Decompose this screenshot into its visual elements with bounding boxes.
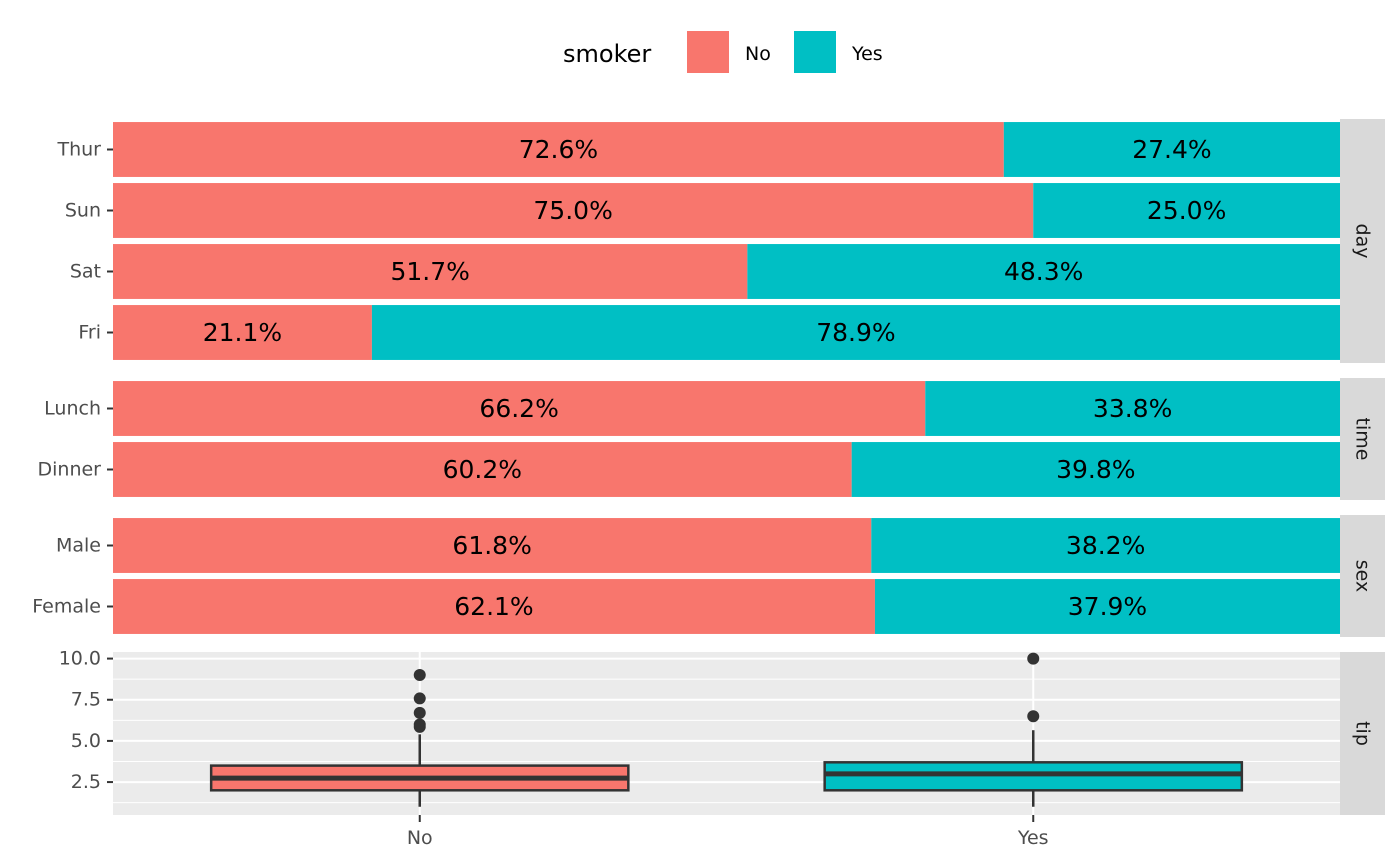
outlier-point-yes bbox=[1027, 652, 1040, 665]
y-tick-label-sun: Sun bbox=[65, 200, 101, 222]
x-tick-label-yes: Yes bbox=[1017, 827, 1049, 849]
facet-panels: day 72.6% 27.4% Thur 75.0% 25.0% Sun 51.7% 48.3%… bbox=[32, 119, 1385, 637]
x-tick-label-no: No bbox=[407, 827, 433, 849]
bar-label-female-no: 62.1% bbox=[454, 592, 533, 621]
bar-label-female-yes: 37.9% bbox=[1068, 592, 1147, 621]
bar-label-lunch-yes: 33.8% bbox=[1093, 394, 1172, 423]
strip-tip bbox=[1340, 652, 1385, 815]
bar-label-sun-no: 75.0% bbox=[533, 196, 612, 225]
bar-time-dinner-yes bbox=[851, 442, 1340, 497]
bar-sex-male-no bbox=[113, 518, 872, 573]
y-tick-label-lunch: Lunch bbox=[44, 398, 101, 420]
bar-day-sat-yes bbox=[747, 244, 1340, 299]
bar-label-lunch-no: 66.2% bbox=[479, 394, 558, 423]
y-tick-label: 2.5 bbox=[71, 771, 101, 793]
bar-time-lunch-no bbox=[113, 381, 926, 436]
legend-key-yes bbox=[794, 31, 836, 73]
y-tick-label: 10.0 bbox=[59, 648, 101, 670]
strip-time bbox=[1340, 378, 1385, 500]
bar-label-thur-no: 72.6% bbox=[519, 135, 598, 164]
y-tick-label-female: Female bbox=[32, 596, 101, 618]
y-tick-label: 7.5 bbox=[71, 689, 101, 711]
strip-label-sex: sex bbox=[1352, 560, 1374, 593]
bar-label-male-yes: 38.2% bbox=[1066, 531, 1145, 560]
facet-sex: sex 61.8% 38.2% Male 62.1% 37.9% Female bbox=[32, 515, 1385, 637]
bar-label-sun-yes: 25.0% bbox=[1147, 196, 1226, 225]
y-tick-label-male: Male bbox=[56, 535, 101, 557]
bar-sex-female-no bbox=[113, 579, 875, 634]
legend-label-no: No bbox=[745, 43, 771, 65]
strip-label-tip: tip bbox=[1352, 721, 1374, 746]
facet-day: day 72.6% 27.4% Thur 75.0% 25.0% Sun 51.7% 48.3%… bbox=[56, 119, 1385, 363]
y-tick-label-fri: Fri bbox=[78, 322, 101, 344]
bar-label-sat-yes: 48.3% bbox=[1004, 257, 1083, 286]
facet-time: time 66.2% 33.8% Lunch 60.2% 39.8% Dinner bbox=[38, 378, 1385, 500]
outlier-point-no bbox=[413, 718, 426, 731]
bar-label-fri-yes: 78.9% bbox=[816, 318, 895, 347]
strip-label-day: day bbox=[1352, 224, 1374, 259]
y-tick-label-dinner: Dinner bbox=[38, 459, 102, 481]
y-tick-label-sat: Sat bbox=[70, 261, 101, 283]
bar-time-dinner-no bbox=[113, 442, 852, 497]
legend-label-yes: Yes bbox=[851, 43, 883, 65]
bar-day-sat-no bbox=[113, 244, 748, 299]
y-tick-label: 5.0 bbox=[71, 730, 101, 752]
bar-day-fri-yes bbox=[371, 305, 1341, 360]
bar-label-fri-no: 21.1% bbox=[203, 318, 282, 347]
outlier-point-no bbox=[413, 706, 426, 719]
legend-key-no bbox=[687, 31, 729, 73]
outlier-point-no bbox=[413, 692, 426, 705]
legend: smoker No Yes bbox=[563, 31, 883, 73]
legend-title: smoker bbox=[563, 40, 651, 68]
outlier-point-yes bbox=[1027, 710, 1040, 723]
strip-sex bbox=[1340, 515, 1385, 637]
bar-day-sun-no bbox=[113, 183, 1034, 238]
bar-label-dinner-no: 60.2% bbox=[443, 455, 522, 484]
outlier-point-no bbox=[413, 669, 426, 682]
bar-day-sun-yes bbox=[1033, 183, 1340, 238]
y-tick-label-thur: Thur bbox=[56, 139, 101, 161]
bar-sex-female-yes bbox=[874, 579, 1340, 634]
bar-label-dinner-yes: 39.8% bbox=[1056, 455, 1135, 484]
bar-label-thur-yes: 27.4% bbox=[1132, 135, 1211, 164]
strip-label-time: time bbox=[1352, 418, 1374, 461]
bar-label-male-no: 61.8% bbox=[452, 531, 531, 560]
strip-day bbox=[1340, 119, 1385, 363]
bar-time-lunch-yes bbox=[925, 381, 1340, 436]
bar-sex-male-yes bbox=[871, 518, 1340, 573]
bar-label-sat-no: 51.7% bbox=[390, 257, 469, 286]
bar-day-thur-yes bbox=[1003, 122, 1340, 177]
bar-day-fri-no bbox=[113, 305, 372, 360]
bar-day-thur-no bbox=[113, 122, 1004, 177]
tip-boxplot-panel: 2.5 5.0 7.5 10.0 No Yes tip bbox=[59, 648, 1385, 849]
